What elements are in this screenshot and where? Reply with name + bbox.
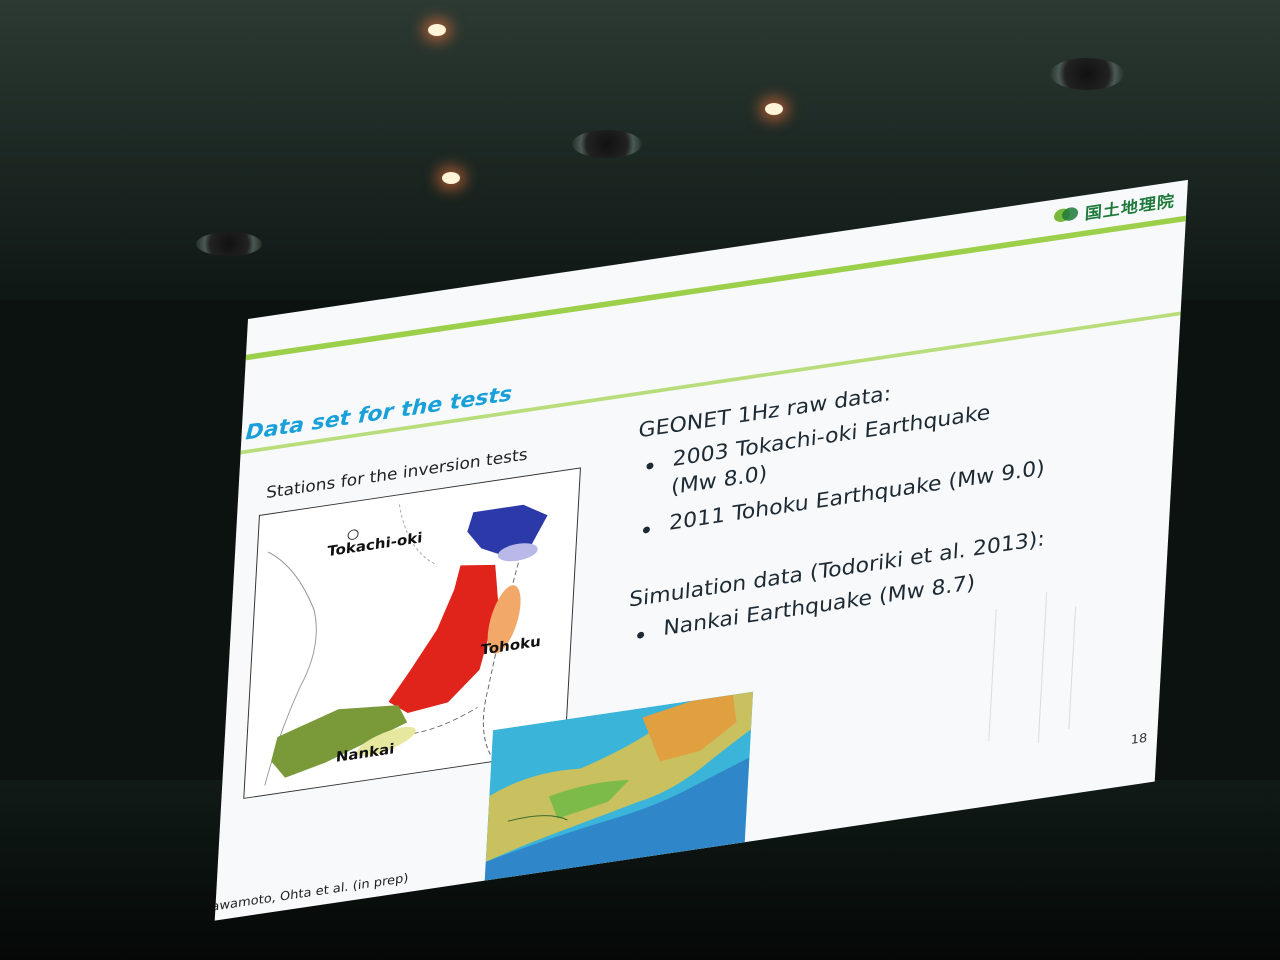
topographic-inset-graphic <box>484 691 754 881</box>
bullet-dot <box>642 526 651 534</box>
station-map: Tokachi-oki Tohoku Nankai <box>243 467 581 799</box>
ceiling-light <box>442 172 460 184</box>
gsi-logo-icon <box>1054 207 1079 222</box>
faint-trace <box>1037 592 1048 743</box>
data-description: GEONET 1Hz raw data: 2003 Tokachi-oki Ea… <box>629 324 1160 641</box>
ceiling-light <box>765 103 783 115</box>
slide-title: Data set for the tests <box>244 382 513 446</box>
title-underline <box>240 311 1181 455</box>
gsi-logo: 国土地理院 <box>1052 187 1175 228</box>
bullet-dot <box>636 631 645 640</box>
faint-trace <box>988 609 997 741</box>
faint-trace <box>1068 606 1077 729</box>
ceiling-downlight <box>196 232 262 256</box>
ceiling-downlight <box>1050 58 1124 90</box>
bullet-dot <box>646 462 654 470</box>
page-number: 18 <box>1130 731 1148 748</box>
projected-slide: 国土地理院 Data set for the tests Stations fo… <box>214 179 1189 921</box>
ceiling-light <box>428 24 446 36</box>
japan-station-map-graphic <box>264 504 548 786</box>
ceiling-downlight <box>572 130 642 158</box>
nankai-simulation-map <box>484 691 754 881</box>
